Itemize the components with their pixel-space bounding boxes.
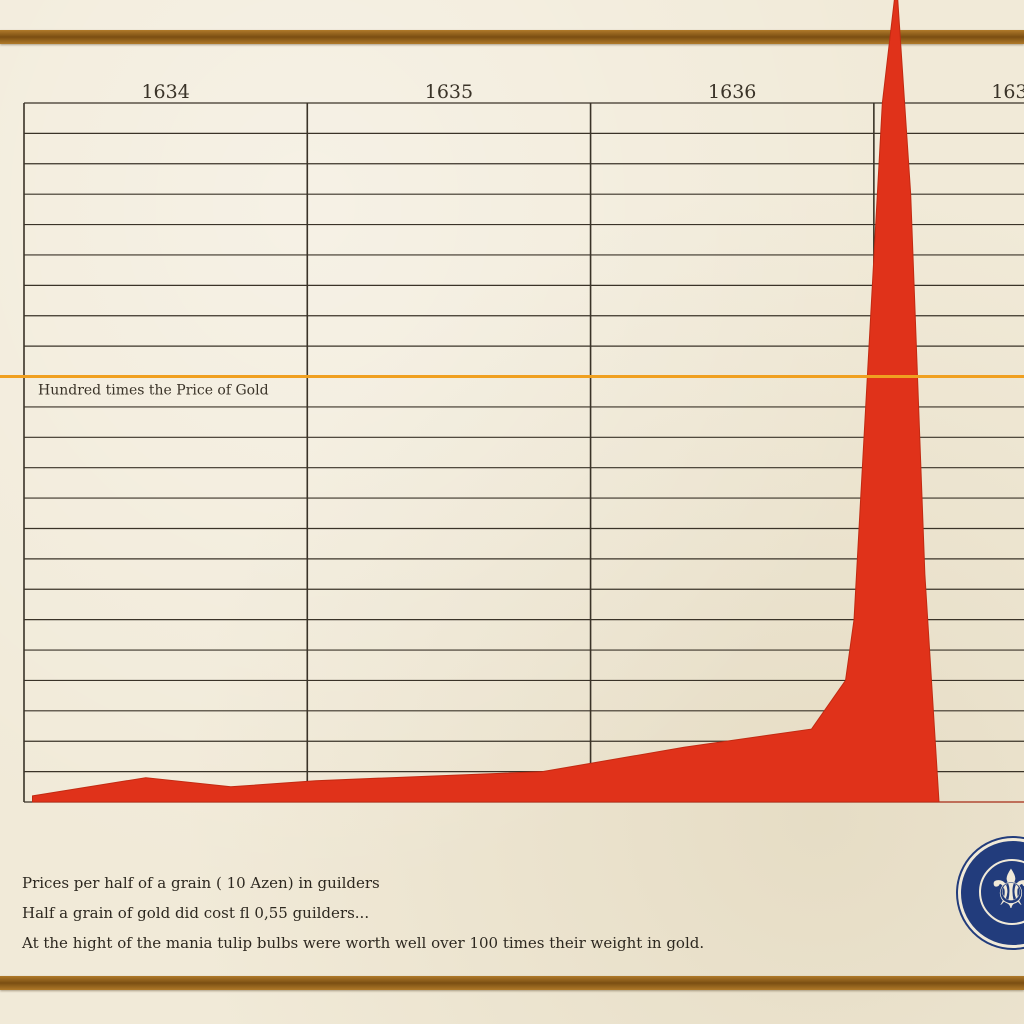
x-axis-ticks: 1634 1635 1636 1637 <box>141 81 1024 103</box>
footnote-line-1: Prices per half of a grain ( 10 Azen) in… <box>22 874 380 892</box>
footnote-line-2: Half a grain of gold did cost fl 0,55 gu… <box>22 904 370 922</box>
x-tick-label: 1636 <box>708 81 756 103</box>
chart-series <box>31 0 1024 803</box>
chart-footnotes: Prices per half of a grain ( 10 Azen) in… <box>22 868 942 958</box>
x-tick-label: 1635 <box>425 81 473 103</box>
reference-line-group: Hundred times the Price of Gold <box>0 375 1024 399</box>
top-border <box>0 30 1024 44</box>
fleur-de-lis-icon: ⚜ <box>986 858 1024 921</box>
price-area <box>31 0 1024 803</box>
footnote-line-3: At the hight of the mania tulip bulbs we… <box>22 934 705 952</box>
x-tick-label: 1637 <box>991 81 1024 103</box>
gold-reference-label: Hundred times the Price of Gold <box>38 383 269 399</box>
chart-grid <box>23 102 1024 803</box>
bottom-border <box>0 976 1024 990</box>
x-tick-label: 1634 <box>141 81 189 103</box>
